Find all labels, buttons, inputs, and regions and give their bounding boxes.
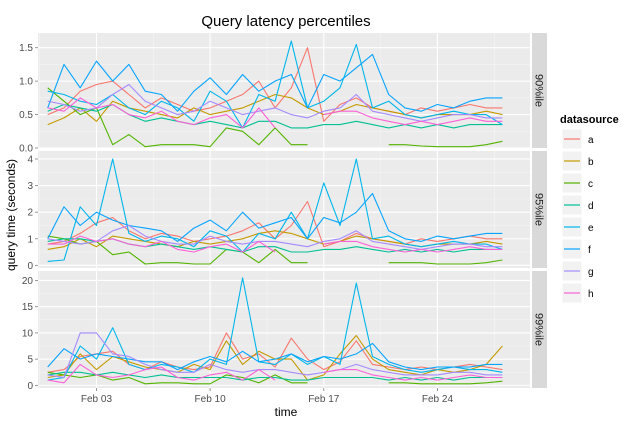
legend-label: a [588,135,594,146]
facet-strip-label: 90%ile [533,74,545,107]
legend-label: g [588,267,594,278]
legend-title: datasource [560,114,619,126]
facet-strip [532,33,547,148]
y-tick-label: 0.0 [19,144,33,155]
series-group [47,40,503,148]
x-axis-title: time [275,405,298,419]
series-line-c [47,371,503,385]
series-line-g [47,332,503,379]
y-axis: 0.0 0.5 1.0 1.5 [19,43,38,155]
y-tick-label: 1.0 [19,77,33,88]
legend-item-g: g [561,260,594,282]
legend-item-d: d [561,194,594,216]
facet-strip [532,271,547,388]
y-tick-label: 1 [27,234,33,245]
series-line-f [47,342,503,371]
facet-strip-label: 95%ile [533,193,545,226]
x-tick-label: Feb 03 [81,394,113,405]
x-tick-label: Feb 10 [195,394,227,405]
panel-2: 0 1 2 3 4 95%ile [27,151,547,272]
x-axis: Feb 03 Feb 10 Feb 17 Feb 24 [81,388,454,405]
series-line-e [47,158,503,262]
legend-label: h [588,289,594,300]
minor-grid [38,271,530,388]
x-tick-label: Feb 24 [422,394,454,405]
y-axis: 0 5 10 15 20 [22,276,38,392]
legend-label: f [588,245,591,256]
minor-grid [38,33,530,148]
legend-label: e [588,223,594,234]
series-line-d [47,371,503,381]
series-group [47,158,503,265]
legend-label: c [588,179,593,190]
legend-item-c: c [561,172,593,194]
panel-background [38,33,530,148]
panel-background [38,151,530,268]
y-tick-label: 5 [27,355,33,366]
y-tick-label: 0 [27,261,33,272]
y-tick-label: 2 [27,208,33,219]
legend-item-f: f [561,238,591,260]
series-line-h [47,235,503,253]
series-line-f [47,53,503,112]
x-tick-label: Feb 17 [308,394,340,405]
legend-item-e: e [561,216,594,238]
legend-item-a: a [561,128,594,150]
facet-strip-label: 99%ile [533,313,545,346]
panel-3: 0 5 10 15 20 99%ile [22,271,547,392]
y-axis: 0 1 2 3 4 [27,154,38,272]
series-line-f [47,192,503,242]
series-line-g [47,224,503,250]
y-tick-label: 4 [27,154,33,165]
series-line-g [47,83,503,122]
legend-item-h: h [561,282,594,304]
facet-strip [532,151,547,268]
legend-item-b: b [561,150,594,172]
panel-1: 0.0 0.5 1.0 1.5 90%ile [19,33,547,155]
y-tick-label: 20 [22,276,34,287]
series-line-h [47,97,503,129]
y-tick-label: 1.5 [19,43,33,54]
series-line-e [47,277,503,381]
legend-label: d [588,201,594,212]
chart-title: Query latency percentiles [201,13,370,30]
y-tick-label: 0 [27,381,33,392]
series-group [47,277,503,385]
y-tick-label: 15 [22,302,34,313]
series-line-h [47,363,503,384]
panel-background [38,271,530,388]
y-tick-label: 10 [22,328,34,339]
facet-panels: 0.0 0.5 1.0 1.5 90%ile 0 1 2 3 4 95%ile 0 5 10 15 20 99%… [19,33,547,405]
series-line-e [47,40,503,129]
y-axis-title: query time (seconds) [4,159,18,271]
y-tick-label: 0.5 [19,110,33,121]
legend-label: b [588,157,594,168]
minor-grid [38,151,530,268]
y-tick-label: 3 [27,181,33,192]
